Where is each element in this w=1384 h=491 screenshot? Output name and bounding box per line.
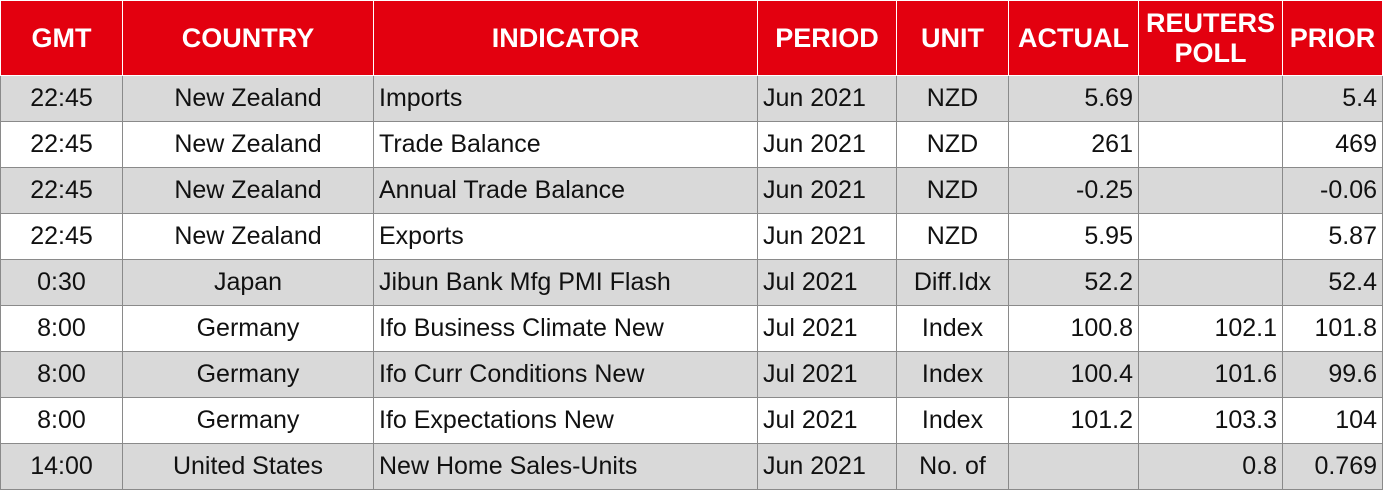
table-row: 0:30 Japan Jibun Bank Mfg PMI Flash Jul … <box>0 259 1383 306</box>
cell-actual: 5.95 <box>1008 213 1139 260</box>
cell-country: Japan <box>122 259 374 306</box>
table-row: 22:45 New Zealand Imports Jun 2021 NZD 5… <box>0 75 1383 122</box>
cell-unit: Index <box>896 351 1009 398</box>
cell-period: Jul 2021 <box>757 397 897 444</box>
header-poll-line1: REUTERS <box>1145 8 1275 38</box>
cell-prior: -0.06 <box>1282 167 1383 214</box>
table-row: 22:45 New Zealand Trade Balance Jun 2021… <box>0 121 1383 168</box>
cell-poll: 101.6 <box>1138 351 1283 398</box>
header-poll-line2: POLL <box>1174 38 1247 68</box>
cell-poll: 102.1 <box>1138 305 1283 352</box>
cell-indicator: Annual Trade Balance <box>373 167 758 214</box>
cell-unit: NZD <box>896 121 1009 168</box>
cell-period: Jul 2021 <box>757 351 897 398</box>
cell-indicator: Trade Balance <box>373 121 758 168</box>
cell-gmt: 0:30 <box>0 259 123 306</box>
cell-gmt: 8:00 <box>0 305 123 352</box>
header-unit: UNIT <box>896 0 1009 76</box>
cell-indicator: Ifo Curr Conditions New <box>373 351 758 398</box>
cell-indicator: New Home Sales-Units <box>373 443 758 490</box>
table-row: 8:00 Germany Ifo Expectations New Jul 20… <box>0 397 1383 444</box>
cell-unit: NZD <box>896 75 1009 122</box>
cell-gmt: 8:00 <box>0 397 123 444</box>
cell-gmt: 14:00 <box>0 443 123 490</box>
cell-country: New Zealand <box>122 167 374 214</box>
table-row: 22:45 New Zealand Exports Jun 2021 NZD 5… <box>0 213 1383 260</box>
cell-unit: NZD <box>896 167 1009 214</box>
cell-unit: Index <box>896 397 1009 444</box>
cell-country: Germany <box>122 397 374 444</box>
cell-indicator: Jibun Bank Mfg PMI Flash <box>373 259 758 306</box>
cell-period: Jun 2021 <box>757 167 897 214</box>
cell-poll <box>1138 167 1283 214</box>
cell-period: Jun 2021 <box>757 443 897 490</box>
cell-unit: Index <box>896 305 1009 352</box>
cell-prior: 52.4 <box>1282 259 1383 306</box>
cell-poll <box>1138 213 1283 260</box>
header-row: GMT COUNTRY INDICATOR PERIOD UNIT ACTUAL… <box>0 0 1383 76</box>
cell-gmt: 22:45 <box>0 213 123 260</box>
cell-indicator: Ifo Expectations New <box>373 397 758 444</box>
header-period: PERIOD <box>757 0 897 76</box>
cell-prior: 5.87 <box>1282 213 1383 260</box>
cell-indicator: Ifo Business Climate New <box>373 305 758 352</box>
cell-country: New Zealand <box>122 121 374 168</box>
cell-poll: 103.3 <box>1138 397 1283 444</box>
cell-country: Germany <box>122 305 374 352</box>
cell-country: Germany <box>122 351 374 398</box>
cell-period: Jun 2021 <box>757 121 897 168</box>
cell-poll <box>1138 259 1283 306</box>
table-body: 22:45 New Zealand Imports Jun 2021 NZD 5… <box>0 75 1383 490</box>
cell-actual: 100.4 <box>1008 351 1139 398</box>
cell-actual: 5.69 <box>1008 75 1139 122</box>
cell-unit: NZD <box>896 213 1009 260</box>
cell-poll <box>1138 75 1283 122</box>
cell-period: Jul 2021 <box>757 259 897 306</box>
cell-gmt: 8:00 <box>0 351 123 398</box>
table-row: 8:00 Germany Ifo Curr Conditions New Jul… <box>0 351 1383 398</box>
cell-actual: 100.8 <box>1008 305 1139 352</box>
header-reuters-poll: REUTERS POLL <box>1138 0 1283 76</box>
cell-unit: No. of <box>896 443 1009 490</box>
cell-country: New Zealand <box>122 213 374 260</box>
cell-prior: 5.4 <box>1282 75 1383 122</box>
cell-actual <box>1008 443 1139 490</box>
table-row: 22:45 New Zealand Annual Trade Balance J… <box>0 167 1383 214</box>
cell-gmt: 22:45 <box>0 167 123 214</box>
cell-indicator: Exports <box>373 213 758 260</box>
cell-period: Jun 2021 <box>757 213 897 260</box>
cell-unit: Diff.Idx <box>896 259 1009 306</box>
header-indicator: INDICATOR <box>373 0 758 76</box>
cell-poll: 0.8 <box>1138 443 1283 490</box>
header-prior: PRIOR <box>1282 0 1383 76</box>
cell-gmt: 22:45 <box>0 121 123 168</box>
header-country: COUNTRY <box>122 0 374 76</box>
cell-actual: 52.2 <box>1008 259 1139 306</box>
cell-prior: 104 <box>1282 397 1383 444</box>
table-row: 14:00 United States New Home Sales-Units… <box>0 443 1383 490</box>
header-gmt: GMT <box>0 0 123 76</box>
cell-poll <box>1138 121 1283 168</box>
cell-actual: -0.25 <box>1008 167 1139 214</box>
cell-period: Jun 2021 <box>757 75 897 122</box>
cell-country: New Zealand <box>122 75 374 122</box>
cell-actual: 101.2 <box>1008 397 1139 444</box>
cell-period: Jul 2021 <box>757 305 897 352</box>
header-actual: ACTUAL <box>1008 0 1139 76</box>
cell-indicator: Imports <box>373 75 758 122</box>
cell-prior: 0.769 <box>1282 443 1383 490</box>
cell-gmt: 22:45 <box>0 75 123 122</box>
cell-country: United States <box>122 443 374 490</box>
table-row: 8:00 Germany Ifo Business Climate New Ju… <box>0 305 1383 352</box>
cell-actual: 261 <box>1008 121 1139 168</box>
cell-prior: 99.6 <box>1282 351 1383 398</box>
cell-prior: 101.8 <box>1282 305 1383 352</box>
cell-prior: 469 <box>1282 121 1383 168</box>
